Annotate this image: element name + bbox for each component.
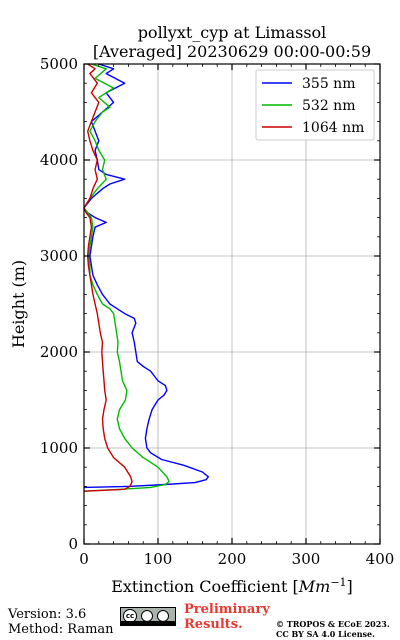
y-axis-label: Height (m) xyxy=(9,260,28,348)
legend-entry: 532 nm xyxy=(302,98,355,114)
series-lines xyxy=(83,63,210,492)
version-text: Version: 3.6 xyxy=(8,607,87,622)
copyright-line-1: © TROPOS & ECoE 2023. xyxy=(276,619,390,629)
y-tick-label: 5000 xyxy=(40,55,78,73)
x-tick-label: 400 xyxy=(366,550,395,568)
series-line-532-nm xyxy=(83,63,170,492)
preliminary-results-label: Preliminary Results. xyxy=(184,602,270,632)
method-text: Method: Raman xyxy=(8,622,114,637)
chart-title: pollyxt_cyp at Limassol xyxy=(138,23,327,42)
extinction-profile-chart: pollyxt_cyp at Limassol [Averaged] 20230… xyxy=(9,23,395,596)
series-line-1064-nm xyxy=(83,63,133,492)
copyright-notice: © TROPOS & ECoE 2023. CC BY SA 4.0 Licen… xyxy=(276,619,398,639)
series-line-355-nm xyxy=(83,63,210,489)
legend-box xyxy=(255,69,375,141)
x-tick-label: 100 xyxy=(144,550,173,568)
legend-entry: 355 nm xyxy=(302,76,355,92)
x-axis-label: Extinction Coefficient [Mm−1] xyxy=(111,576,353,596)
badge-strip xyxy=(121,621,175,625)
x-tick-label: 0 xyxy=(79,550,89,568)
legend-entry: 1064 nm xyxy=(302,120,364,136)
copyright-line-2: CC BY SA 4.0 License. xyxy=(276,629,375,639)
y-tick-label: 3000 xyxy=(40,247,78,265)
chart-subtitle: [Averaged] 20230629 00:00-00:59 xyxy=(93,42,371,61)
y-tick-label: 0 xyxy=(68,535,78,553)
x-tick-label: 300 xyxy=(292,550,321,568)
x-tick-label: 200 xyxy=(218,550,247,568)
y-tick-label: 2000 xyxy=(40,343,78,361)
y-tick-label: 1000 xyxy=(40,439,78,457)
cc-by-sa-icon: cc xyxy=(120,607,176,626)
y-tick-label: 4000 xyxy=(40,151,78,169)
legend: 355 nm 532 nm 1064 nm xyxy=(255,69,375,141)
